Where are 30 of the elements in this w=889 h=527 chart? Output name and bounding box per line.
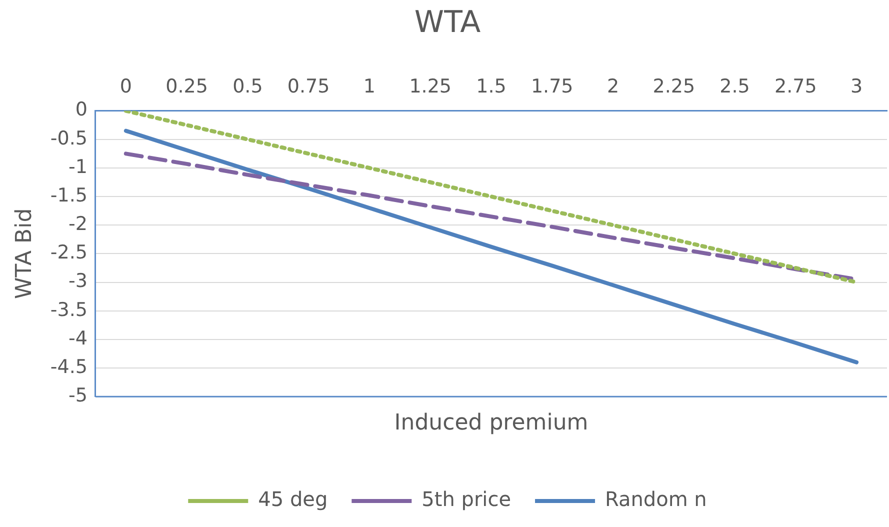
x-tick-label: 0.75 [287,75,330,98]
y-tick-label: -1 [68,156,88,178]
x-tick-label: 1.75 [530,75,574,98]
y-tick-label: -1.5 [50,184,88,206]
y-tick-label: -3 [68,270,88,292]
legend-label: 5th price [422,487,512,512]
chart-title: WTA [414,4,482,40]
y-tick-label: -2.5 [50,242,88,264]
x-tick-label: 1.25 [409,75,452,98]
x-tick-label: 2.5 [720,75,750,98]
x-tick-label: 2.75 [774,75,817,98]
x-tick-label: 2 [606,75,620,98]
x-tick-label: 0.5 [232,75,263,98]
y-tick-label: -3.5 [50,298,88,321]
legend-label: Random n [605,487,707,512]
x-tick-label: 0 [120,75,132,98]
x-tick-label: 3 [850,75,863,98]
y-tick-label: 0 [75,98,88,121]
y-axis-title: WTA Bid [12,208,37,300]
y-tick-label: -0.5 [50,127,88,150]
x-axis-title: Induced premium [394,410,588,436]
y-tick-label: -4.5 [50,356,88,378]
x-tick-label: 1.5 [476,75,506,98]
legend-label: 45 deg [258,487,328,512]
x-tick-label: 0.25 [166,75,208,98]
x-tick-label: 2.25 [652,75,696,98]
y-tick-label: -2 [68,213,88,236]
y-tick-label: -4 [68,327,88,350]
x-tick-label: 1 [363,75,376,98]
y-tick-label: -5 [68,384,88,407]
